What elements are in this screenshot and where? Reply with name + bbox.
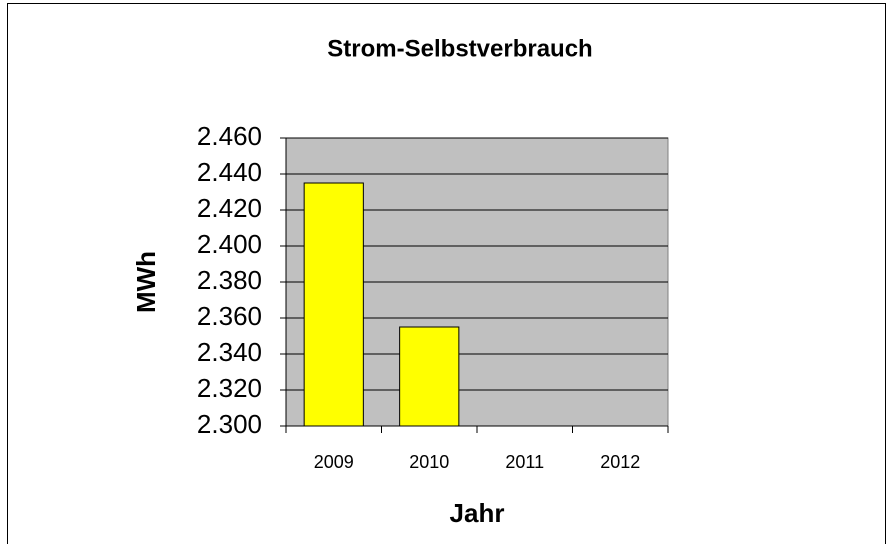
y-tick-label: 2.420 [197, 193, 262, 223]
y-tick-label: 2.320 [197, 373, 262, 403]
bar [399, 326, 460, 427]
x-tick-label: 2009 [314, 452, 354, 472]
y-tick-label: 2.440 [197, 157, 262, 187]
y-tick-label: 2.360 [197, 301, 262, 331]
x-tick-label: 2012 [600, 452, 640, 472]
y-tick-label: 2.400 [197, 229, 262, 259]
bar [303, 182, 364, 427]
y-tick-label: 2.300 [197, 409, 262, 439]
y-tick-label: 2.340 [197, 337, 262, 367]
chart-title: Strom-Selbstverbrauch [327, 35, 592, 62]
x-tick-label: 2010 [409, 452, 449, 472]
x-axis-label: Jahr [450, 498, 505, 528]
y-axis-label: MWh [131, 251, 161, 313]
y-tick-label: 2.380 [197, 265, 262, 295]
y-tick-label: 2.460 [197, 121, 262, 151]
x-tick-label: 2011 [505, 452, 544, 472]
